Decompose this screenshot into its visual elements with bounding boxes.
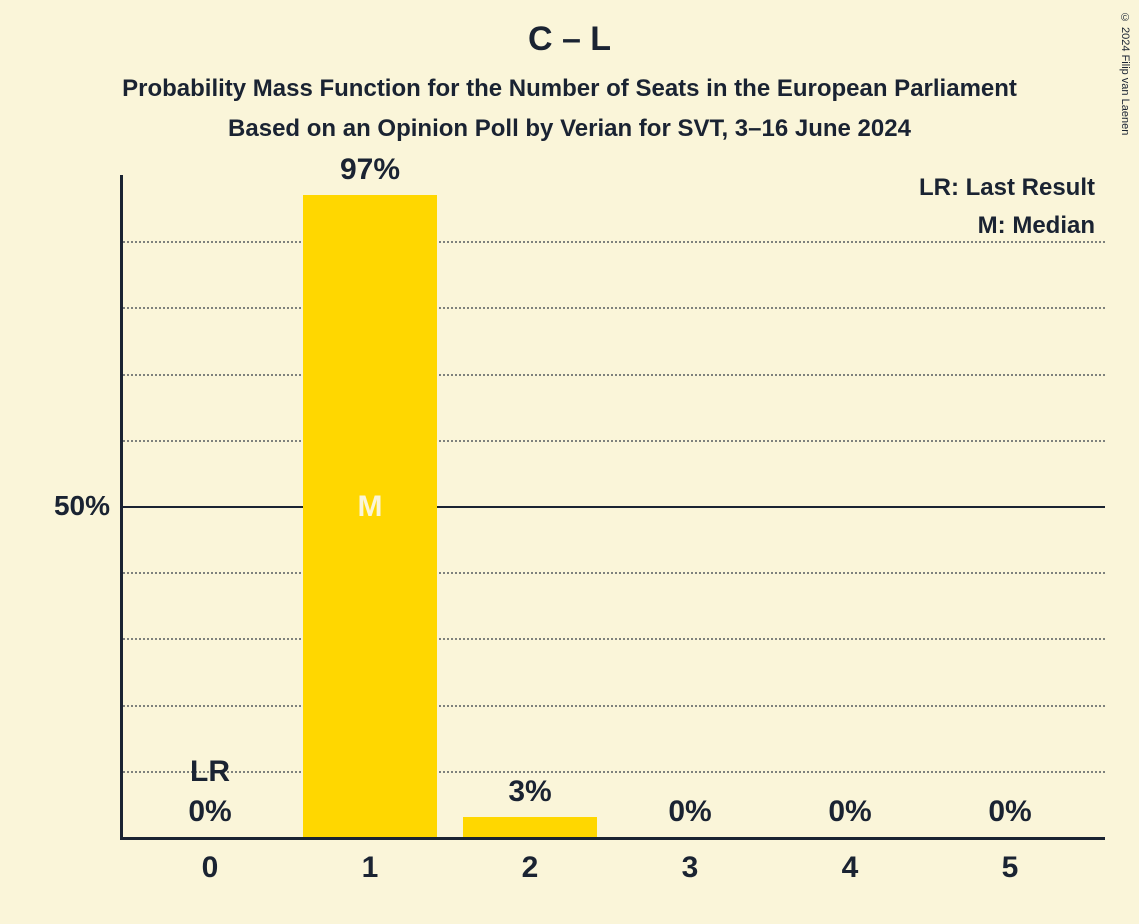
- bar-value-label: 0%: [130, 795, 290, 829]
- copyright-text: © 2024 Filip van Laenen: [1119, 12, 1131, 135]
- bar-extra-label: LR: [130, 755, 290, 789]
- bar-slot: 0%: [930, 175, 1090, 837]
- bar-value-label: 3%: [450, 775, 610, 809]
- bar: [463, 817, 597, 837]
- x-axis-label: 0: [130, 851, 290, 885]
- bar-value-label: 0%: [770, 795, 930, 829]
- bar-value-label: 0%: [610, 795, 770, 829]
- bar-value-label: 97%: [290, 153, 450, 187]
- y-axis-label: 50%: [25, 490, 110, 522]
- bar-slot: 0%: [610, 175, 770, 837]
- bar-slot: 3%: [450, 175, 610, 837]
- chart-subtitle2: Based on an Opinion Poll by Verian for S…: [0, 115, 1139, 143]
- bar-slot: 0% LR: [130, 175, 290, 837]
- x-axis-label: 2: [450, 851, 610, 885]
- x-axis-label: 3: [610, 851, 770, 885]
- x-axis-label: 5: [930, 851, 1090, 885]
- chart-title: C – L: [0, 0, 1139, 59]
- x-axis: [120, 837, 1105, 840]
- x-axis-label: 1: [290, 851, 450, 885]
- bar-slot: 97%M: [290, 175, 450, 837]
- chart-area: LR: Last Result M: Median 50% 0%LR97%M3%…: [120, 175, 1105, 840]
- bar-slot: 0%: [770, 175, 930, 837]
- chart-subtitle: Probability Mass Function for the Number…: [0, 75, 1139, 103]
- bar-value-label: 0%: [930, 795, 1090, 829]
- bar-median-label: M: [303, 490, 437, 524]
- x-axis-label: 4: [770, 851, 930, 885]
